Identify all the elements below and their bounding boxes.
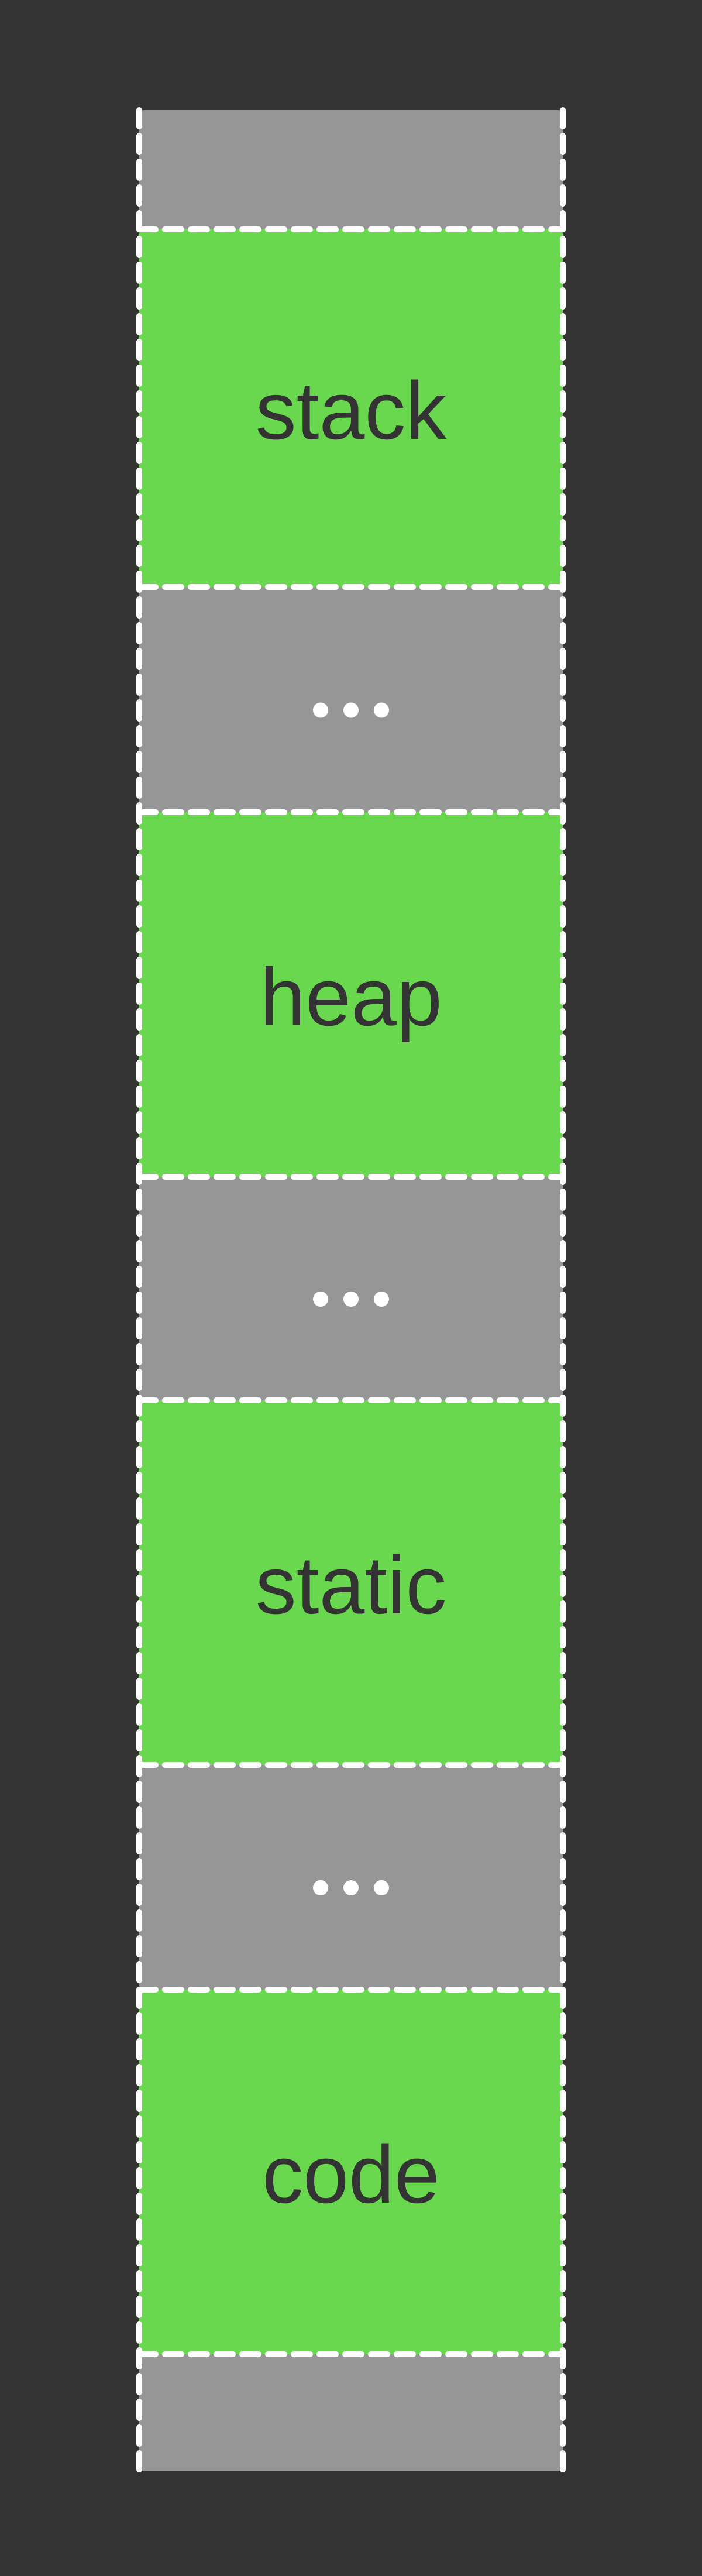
segment-static: static: [139, 1400, 563, 1765]
gap-block: [139, 1177, 563, 1400]
gap-block: [139, 587, 563, 812]
ellipsis-dot: [374, 702, 389, 718]
ellipsis-dot: [374, 1880, 389, 1895]
segment-label: stack: [256, 365, 448, 456]
gap-segment-0: [139, 110, 563, 229]
ellipsis-dot: [313, 1292, 328, 1307]
ellipsis: [313, 1880, 389, 1895]
gap-segment-6: [139, 1765, 563, 1990]
ellipsis-dot: [343, 1292, 359, 1307]
region-block: [139, 229, 563, 587]
segment-label: heap: [260, 951, 442, 1043]
ellipsis-dot: [374, 1292, 389, 1307]
ellipsis: [313, 702, 389, 718]
ellipsis-dot: [313, 1880, 328, 1895]
region-block: [139, 1400, 563, 1765]
ellipsis-dot: [343, 702, 359, 718]
gap-segment-4: [139, 1177, 563, 1400]
gap-segment-2: [139, 587, 563, 812]
segment-code: code: [139, 1990, 563, 2354]
gap-block: [139, 2354, 563, 2471]
gap-segment-8: [139, 2354, 563, 2471]
segment-label: code: [262, 2128, 440, 2220]
ellipsis-dot: [313, 702, 328, 718]
memory-column: stack heap static code: [136, 107, 566, 2474]
ellipsis-dot: [343, 1880, 359, 1895]
segment-heap: heap: [139, 812, 563, 1177]
region-block: [139, 812, 563, 1177]
segment-stack: stack: [139, 229, 563, 587]
region-block: [139, 1990, 563, 2354]
gap-block: [139, 1765, 563, 1990]
ellipsis: [313, 1292, 389, 1307]
gap-block: [139, 110, 563, 229]
segment-label: static: [256, 1539, 447, 1631]
